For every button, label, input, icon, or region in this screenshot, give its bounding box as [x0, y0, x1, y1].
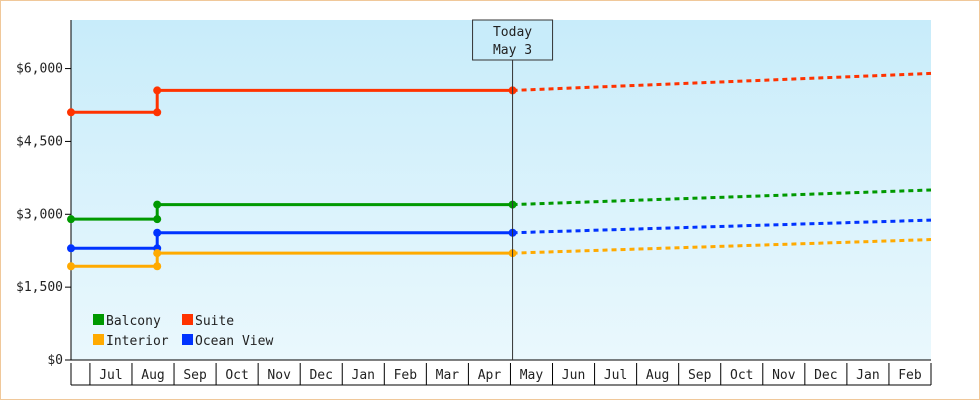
y-tick-label: $6,000: [16, 62, 63, 77]
x-tick-label: Jan: [352, 368, 375, 383]
series-history-line: [71, 203, 513, 221]
series-forecast-line: [512, 71, 932, 92]
series-point: [153, 108, 162, 117]
x-tick-label: Mar: [436, 368, 460, 383]
series-forecast-line: [512, 238, 932, 255]
x-tick-label: May: [520, 368, 544, 383]
x-axis: Jul Aug Sep Oct Nov Dec Jan Feb Mar Apr May Jun Jul A…: [70, 359, 932, 386]
series-point: [153, 86, 162, 95]
series-point: [153, 249, 162, 258]
today-box: [472, 19, 554, 61]
x-tick-label: Nov: [772, 368, 796, 383]
legend-label: Ocean View: [195, 334, 273, 349]
x-tick-label: Nov: [267, 368, 291, 383]
series-forecast-line: [512, 218, 932, 235]
legend-swatch: [93, 314, 104, 325]
legend-swatch: [182, 314, 193, 325]
series-history-line: [71, 88, 513, 114]
legend-label: Interior: [106, 334, 169, 349]
x-tick-label: Dec: [814, 368, 837, 383]
plot-area: [71, 20, 931, 360]
series-point: [153, 200, 162, 209]
y-axis: $0 $1,500 $3,000 $4,500 $6,000: [16, 20, 72, 368]
series-point: [153, 215, 162, 224]
y-tick-label: $0: [47, 353, 63, 368]
x-tick-label: Jun: [562, 368, 585, 383]
y-tick-label: $3,000: [16, 207, 63, 222]
x-tick-label: Sep: [183, 368, 207, 383]
y-tick-label: $1,500: [16, 280, 63, 295]
series-point: [67, 244, 75, 253]
x-tick-label: Jul: [99, 368, 122, 383]
series-point: [67, 108, 75, 117]
today-marker: Today May 3: [472, 19, 554, 360]
x-tick-label: Dec: [309, 368, 332, 383]
x-tick-label: Aug: [141, 368, 164, 383]
series-point: [153, 262, 162, 271]
x-tick-label: Oct: [730, 368, 753, 383]
legend-label: Suite: [195, 314, 234, 329]
legend: Balcony Suite Interior Ocean View: [93, 314, 273, 349]
x-tick-label: Feb: [898, 368, 922, 383]
x-tick-label: Aug: [646, 368, 669, 383]
x-tick-label: Oct: [225, 368, 248, 383]
legend-label: Balcony: [106, 314, 161, 329]
x-tick-label: Jul: [604, 368, 627, 383]
x-tick-label: Sep: [688, 368, 712, 383]
x-tick-label: Apr: [478, 368, 502, 383]
legend-swatch: [93, 334, 104, 345]
series-history-line: [71, 251, 513, 268]
series-point: [67, 262, 75, 271]
x-tick-label: Feb: [394, 368, 418, 383]
series-point: [67, 215, 75, 224]
series-history-line: [71, 231, 513, 250]
y-tick-label: $4,500: [16, 134, 63, 149]
today-label-line2: May 3: [493, 43, 532, 58]
legend-swatch: [182, 334, 193, 345]
series-point: [153, 228, 162, 237]
x-tick-label: Jan: [856, 368, 879, 383]
series-layer: [67, 71, 932, 271]
today-label-line1: Today: [493, 25, 532, 40]
series-forecast-line: [512, 188, 932, 207]
